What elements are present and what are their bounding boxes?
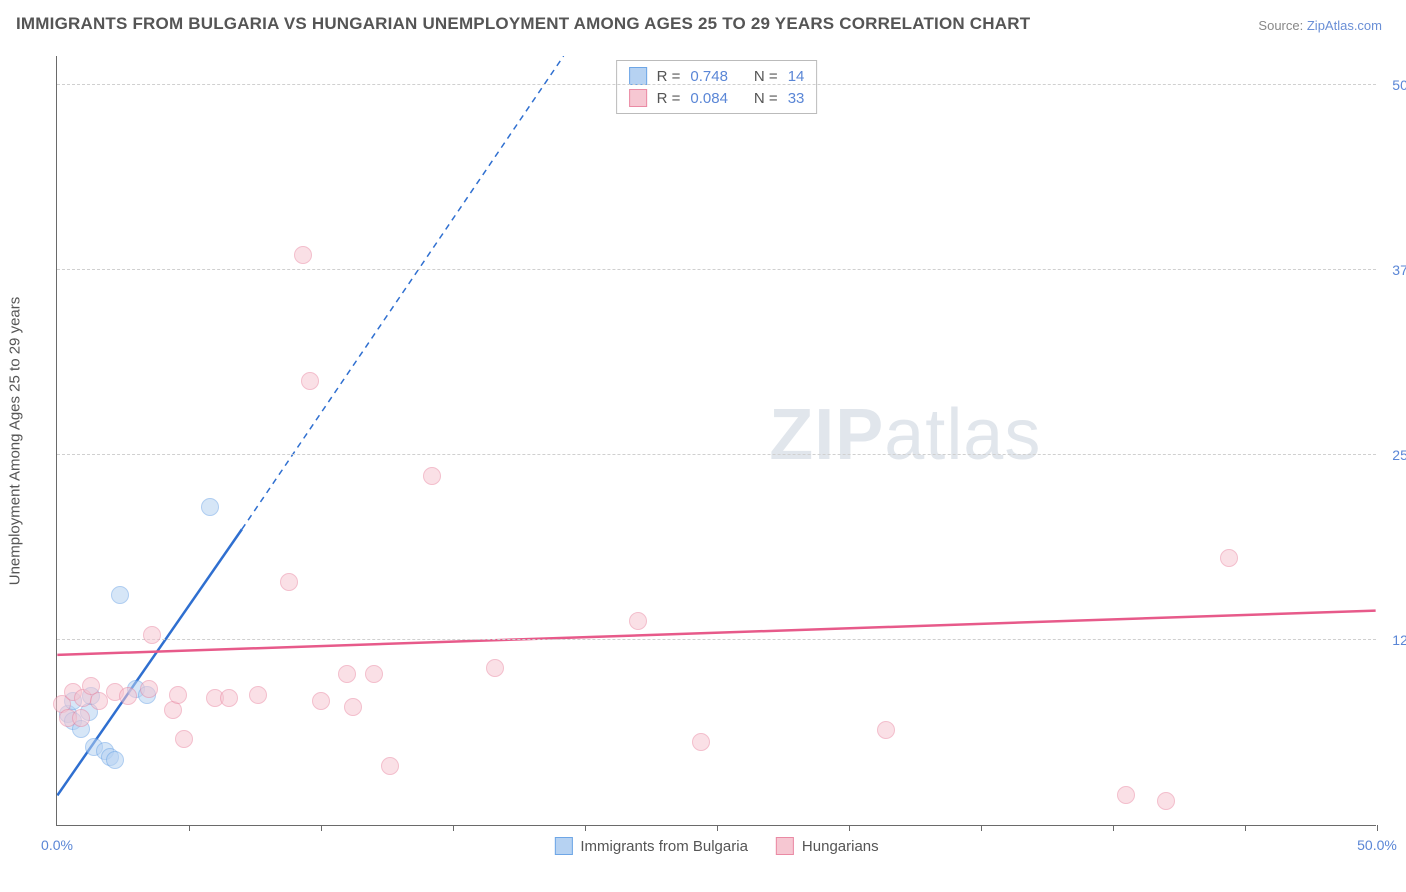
gridline [57, 639, 1376, 640]
legend-item-bulgaria: Immigrants from Bulgaria [554, 837, 748, 855]
r-value: 0.084 [690, 90, 728, 107]
r-value: 0.748 [690, 68, 728, 85]
x-tick [717, 825, 718, 831]
data-point-hungarians [344, 698, 362, 716]
data-point-hungarians [72, 709, 90, 727]
r-label: R = [657, 68, 681, 85]
data-point-hungarians [365, 665, 383, 683]
legend-label: Hungarians [802, 838, 879, 855]
gridline [57, 454, 1376, 455]
gridline [57, 84, 1376, 85]
data-point-hungarians [280, 573, 298, 591]
legend-label: Immigrants from Bulgaria [580, 838, 748, 855]
data-point-hungarians [1117, 786, 1135, 804]
x-tick [585, 825, 586, 831]
swatch-bulgaria [554, 837, 572, 855]
swatch-hungarians [629, 89, 647, 107]
data-point-hungarians [877, 721, 895, 739]
x-tick [189, 825, 190, 831]
source-label: Source: [1258, 18, 1303, 33]
x-tick [1377, 825, 1378, 831]
x-tick-label: 50.0% [1357, 837, 1397, 853]
data-point-bulgaria [106, 751, 124, 769]
x-tick-label: 0.0% [41, 837, 73, 853]
r-label: R = [657, 90, 681, 107]
watermark-bold: ZIP [769, 395, 884, 475]
x-tick [981, 825, 982, 831]
data-point-hungarians [692, 733, 710, 751]
data-point-hungarians [381, 757, 399, 775]
data-point-hungarians [486, 659, 504, 677]
data-point-hungarians [423, 467, 441, 485]
y-tick-label: 37.5% [1382, 262, 1406, 278]
data-point-hungarians [1157, 792, 1175, 810]
source-value: ZipAtlas.com [1307, 18, 1382, 33]
watermark-rest: atlas [884, 395, 1041, 475]
data-point-hungarians [338, 665, 356, 683]
data-point-hungarians [294, 246, 312, 264]
data-point-hungarians [1220, 549, 1238, 567]
data-point-bulgaria [111, 586, 129, 604]
data-point-hungarians [143, 626, 161, 644]
data-point-hungarians [249, 686, 267, 704]
scatter-plot: Unemployment Among Ages 25 to 29 years Z… [56, 56, 1376, 826]
source-attribution: Source: ZipAtlas.com [1258, 18, 1382, 33]
gridline [57, 269, 1376, 270]
x-tick [1113, 825, 1114, 831]
trend-lines [57, 56, 1376, 825]
correlation-legend: R = 0.748 N = 14 R = 0.084 N = 33 [616, 60, 818, 114]
legend-item-hungarians: Hungarians [776, 837, 879, 855]
data-point-hungarians [169, 686, 187, 704]
y-tick-label: 50.0% [1382, 77, 1406, 93]
swatch-hungarians [776, 837, 794, 855]
data-point-hungarians [312, 692, 330, 710]
y-tick-label: 25.0% [1382, 447, 1406, 463]
data-point-hungarians [175, 730, 193, 748]
data-point-hungarians [301, 372, 319, 390]
data-point-hungarians [140, 680, 158, 698]
x-tick [453, 825, 454, 831]
watermark: ZIPatlas [769, 394, 1041, 476]
y-axis-label: Unemployment Among Ages 25 to 29 years [7, 296, 24, 585]
swatch-bulgaria [629, 67, 647, 85]
y-tick-label: 12.5% [1382, 632, 1406, 648]
x-tick [1245, 825, 1246, 831]
data-point-hungarians [220, 689, 238, 707]
n-label: N = [754, 90, 778, 107]
data-point-bulgaria [201, 498, 219, 516]
series-legend: Immigrants from Bulgaria Hungarians [554, 837, 878, 855]
n-value: 33 [788, 90, 805, 107]
data-point-hungarians [629, 612, 647, 630]
chart-title: IMMIGRANTS FROM BULGARIA VS HUNGARIAN UN… [16, 14, 1030, 34]
legend-row-hungarians: R = 0.084 N = 33 [629, 87, 805, 109]
data-point-hungarians [119, 687, 137, 705]
n-label: N = [754, 68, 778, 85]
x-tick [849, 825, 850, 831]
n-value: 14 [788, 68, 805, 85]
x-tick [321, 825, 322, 831]
